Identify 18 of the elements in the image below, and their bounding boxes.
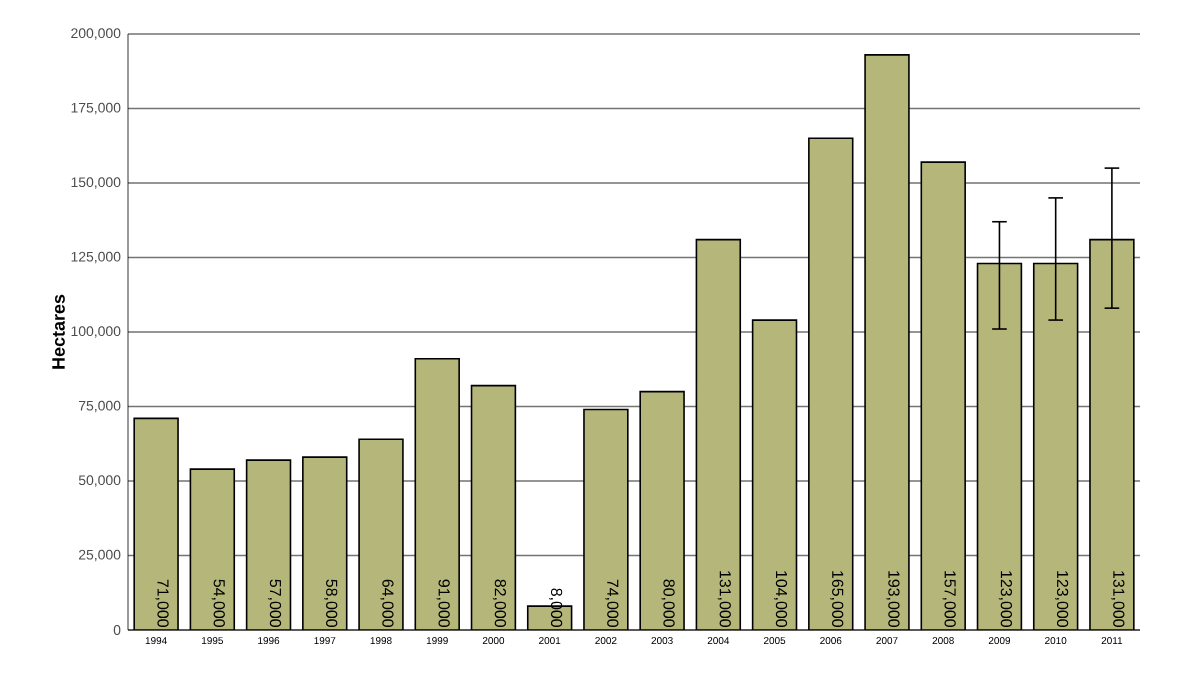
bar <box>751 319 798 630</box>
bar <box>1032 262 1079 630</box>
bar <box>864 54 910 630</box>
bar <box>358 438 404 630</box>
bar <box>1089 238 1135 630</box>
bar <box>920 161 966 630</box>
bar <box>470 384 517 630</box>
bar <box>639 390 685 630</box>
bar <box>302 456 348 630</box>
bar <box>245 459 292 630</box>
bar <box>414 358 460 630</box>
bar <box>189 468 236 630</box>
bar <box>695 238 742 630</box>
bar <box>583 408 629 630</box>
bar <box>808 137 854 630</box>
bar <box>133 417 179 630</box>
y-axis-title: Hectares <box>52 294 65 369</box>
bar <box>976 262 1023 630</box>
